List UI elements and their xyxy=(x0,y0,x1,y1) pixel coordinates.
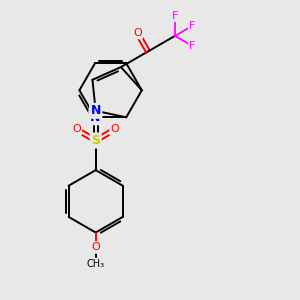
Text: F: F xyxy=(189,41,196,51)
Text: O: O xyxy=(111,124,119,134)
Text: CH₃: CH₃ xyxy=(87,259,105,269)
Text: N: N xyxy=(91,104,101,117)
Text: F: F xyxy=(189,21,196,31)
Text: N: N xyxy=(90,111,100,124)
Text: O: O xyxy=(133,28,142,38)
Text: O: O xyxy=(91,242,100,252)
Text: S: S xyxy=(91,134,100,147)
Text: F: F xyxy=(172,11,178,21)
Text: O: O xyxy=(72,124,81,134)
